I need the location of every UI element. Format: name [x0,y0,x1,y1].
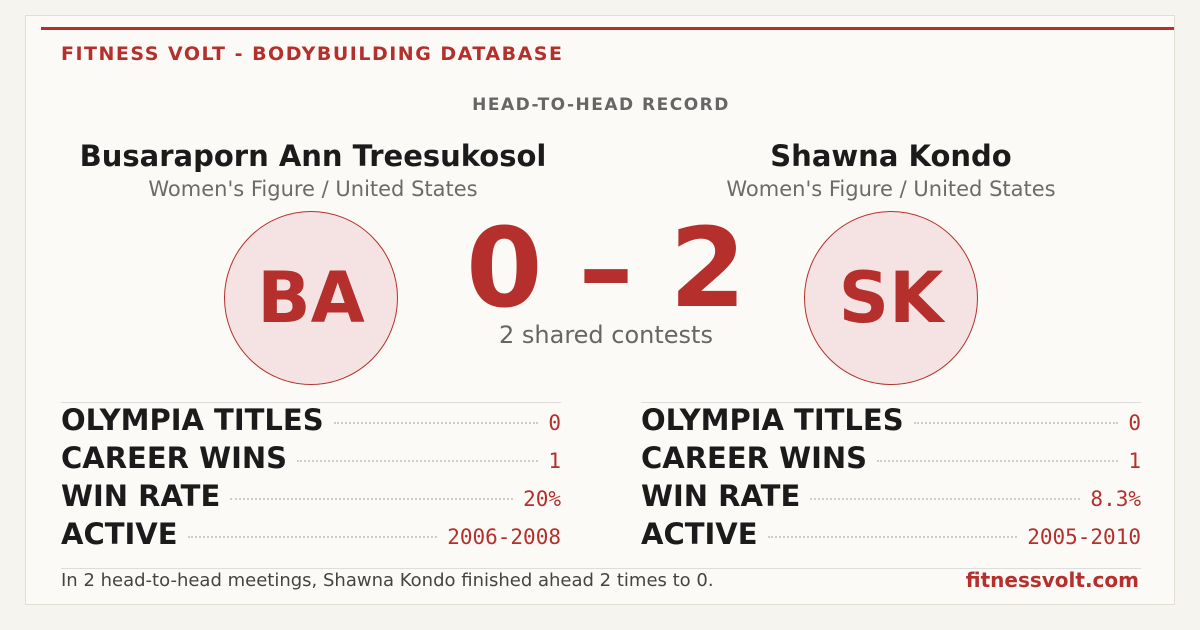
divider [61,568,1141,569]
stats: OLYMPIA TITLES 0 CAREER WINS 1 WIN RATE 20% AC… [61,402,561,555]
stat-label: WIN RATE [641,479,801,513]
stat-value: 20% [523,487,561,511]
summary: In 2 head-to-head meetings, Shawna Kondo… [61,570,714,591]
stat-row: OLYMPIA TITLES 0 [61,403,561,441]
stat-row: CAREER WINS 1 [641,441,1141,479]
score: 0–2 [406,208,806,328]
stat-label: ACTIVE [641,517,758,551]
stat-value: 0 [1128,411,1141,435]
score-right: 2 [669,204,747,332]
leader-dots [230,498,514,500]
avatar: SK [804,211,978,385]
athlete-name: Shawna Kondo [770,139,1012,173]
stat-value: 1 [548,449,561,473]
stat-label: ACTIVE [61,517,178,551]
stat-row: WIN RATE 8.3% [641,479,1141,517]
avatar: BA [224,211,398,385]
stat-value: 2005-2010 [1027,525,1141,549]
score-left: 0 [465,204,543,332]
stat-value: 1 [1128,449,1141,473]
score-separator: – [578,204,634,332]
stat-row: WIN RATE 20% [61,479,561,517]
leader-dots [877,460,1119,462]
stat-value: 8.3% [1090,487,1141,511]
athlete-division: Women's Figure / United States [148,177,478,201]
stat-label: OLYMPIA TITLES [641,403,904,437]
stat-row: ACTIVE 2005-2010 [641,517,1141,555]
subtitle: HEAD-TO-HEAD RECORD [472,95,730,115]
stat-label: CAREER WINS [61,441,288,475]
stat-row: ACTIVE 2006-2008 [61,517,561,555]
athlete-division: Women's Figure / United States [726,177,1056,201]
stats: OLYMPIA TITLES 0 CAREER WINS 1 WIN RATE 8.3% A… [641,402,1141,555]
leader-dots [187,536,438,538]
stat-value: 0 [548,411,561,435]
leader-dots [767,536,1018,538]
brand: FITNESS VOLT - BODYBUILDING DATABASE [61,43,564,65]
leader-dots [297,460,539,462]
leader-dots [810,498,1081,500]
card: FITNESS VOLT - BODYBUILDING DATABASE HEA… [25,15,1175,605]
site-link[interactable]: fitnessvolt.com [965,568,1139,592]
stat-value: 2006-2008 [447,525,561,549]
stat-row: CAREER WINS 1 [61,441,561,479]
leader-dots [333,422,539,424]
stat-label: CAREER WINS [641,441,868,475]
leader-dots [913,422,1119,424]
athlete-name: Busaraporn Ann Treesukosol [79,139,547,173]
accent-bar [41,27,1174,30]
stat-label: OLYMPIA TITLES [61,403,324,437]
stat-row: OLYMPIA TITLES 0 [641,403,1141,441]
stat-label: WIN RATE [61,479,221,513]
shared-contests: 2 shared contests [499,321,713,349]
